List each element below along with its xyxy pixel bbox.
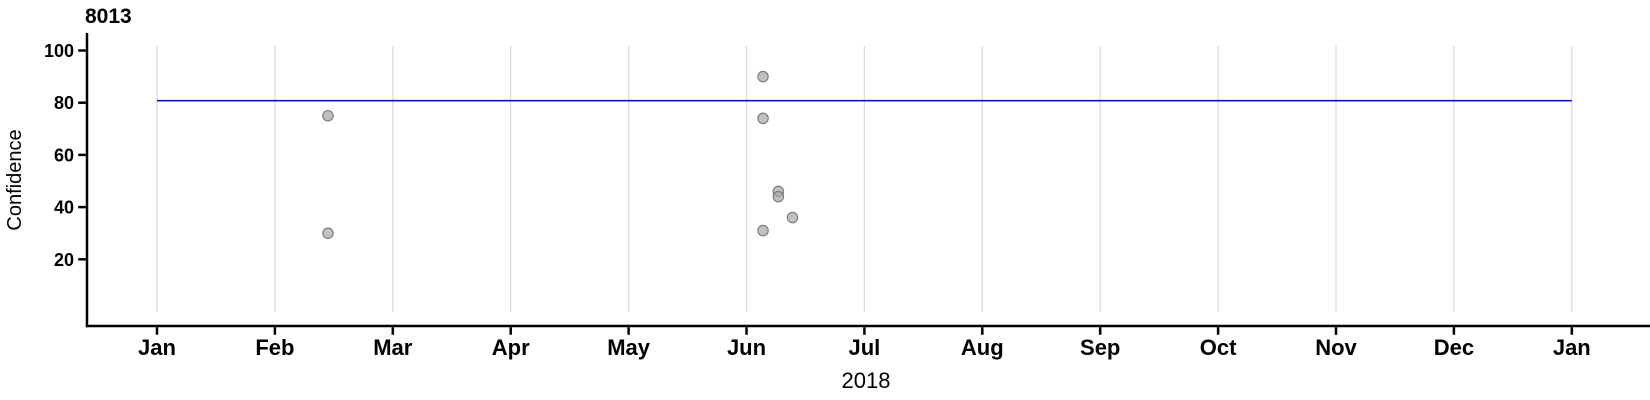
gridlines [156, 46, 1573, 312]
y-axis-label: Confidence [4, 129, 26, 230]
x-tick-label: Apr [492, 335, 530, 360]
x-tick-label: Feb [255, 335, 294, 360]
x-tick-label: Oct [1200, 335, 1237, 360]
x-tick-label: Jun [727, 335, 766, 360]
data-point [322, 109, 334, 122]
x-tick-label: Aug [961, 335, 1004, 360]
x-axis-label: 2018 [842, 368, 891, 393]
y-tick-label: 40 [54, 198, 74, 218]
data-point [757, 224, 769, 237]
x-tick-label: Mar [373, 335, 413, 360]
x-tick-label: Jan [1553, 335, 1591, 360]
y-tick-label: 20 [54, 250, 74, 270]
data-point [786, 211, 799, 224]
data-point [772, 190, 785, 203]
x-tick-label: Dec [1434, 335, 1474, 360]
data-point [322, 227, 334, 239]
x-tick-label: Nov [1315, 335, 1357, 360]
y-tick-label: 60 [54, 145, 74, 165]
y-tick-label: 80 [54, 93, 74, 113]
y-ticks: 100 80 60 40 20 [44, 41, 86, 270]
x-ticks: Jan Feb Mar Apr May Jun Jul Aug Sep Oct Nov Dec Jan [138, 327, 1591, 360]
data-point [757, 70, 769, 83]
x-tick-label: Jul [849, 335, 881, 360]
x-tick-label: Sep [1080, 335, 1120, 360]
data-points [322, 70, 799, 239]
data-point [757, 112, 769, 125]
chart-title: 8013 [85, 5, 132, 28]
x-tick-label: May [607, 335, 651, 360]
y-tick-label: 100 [44, 41, 74, 61]
x-tick-label: Jan [138, 335, 176, 360]
